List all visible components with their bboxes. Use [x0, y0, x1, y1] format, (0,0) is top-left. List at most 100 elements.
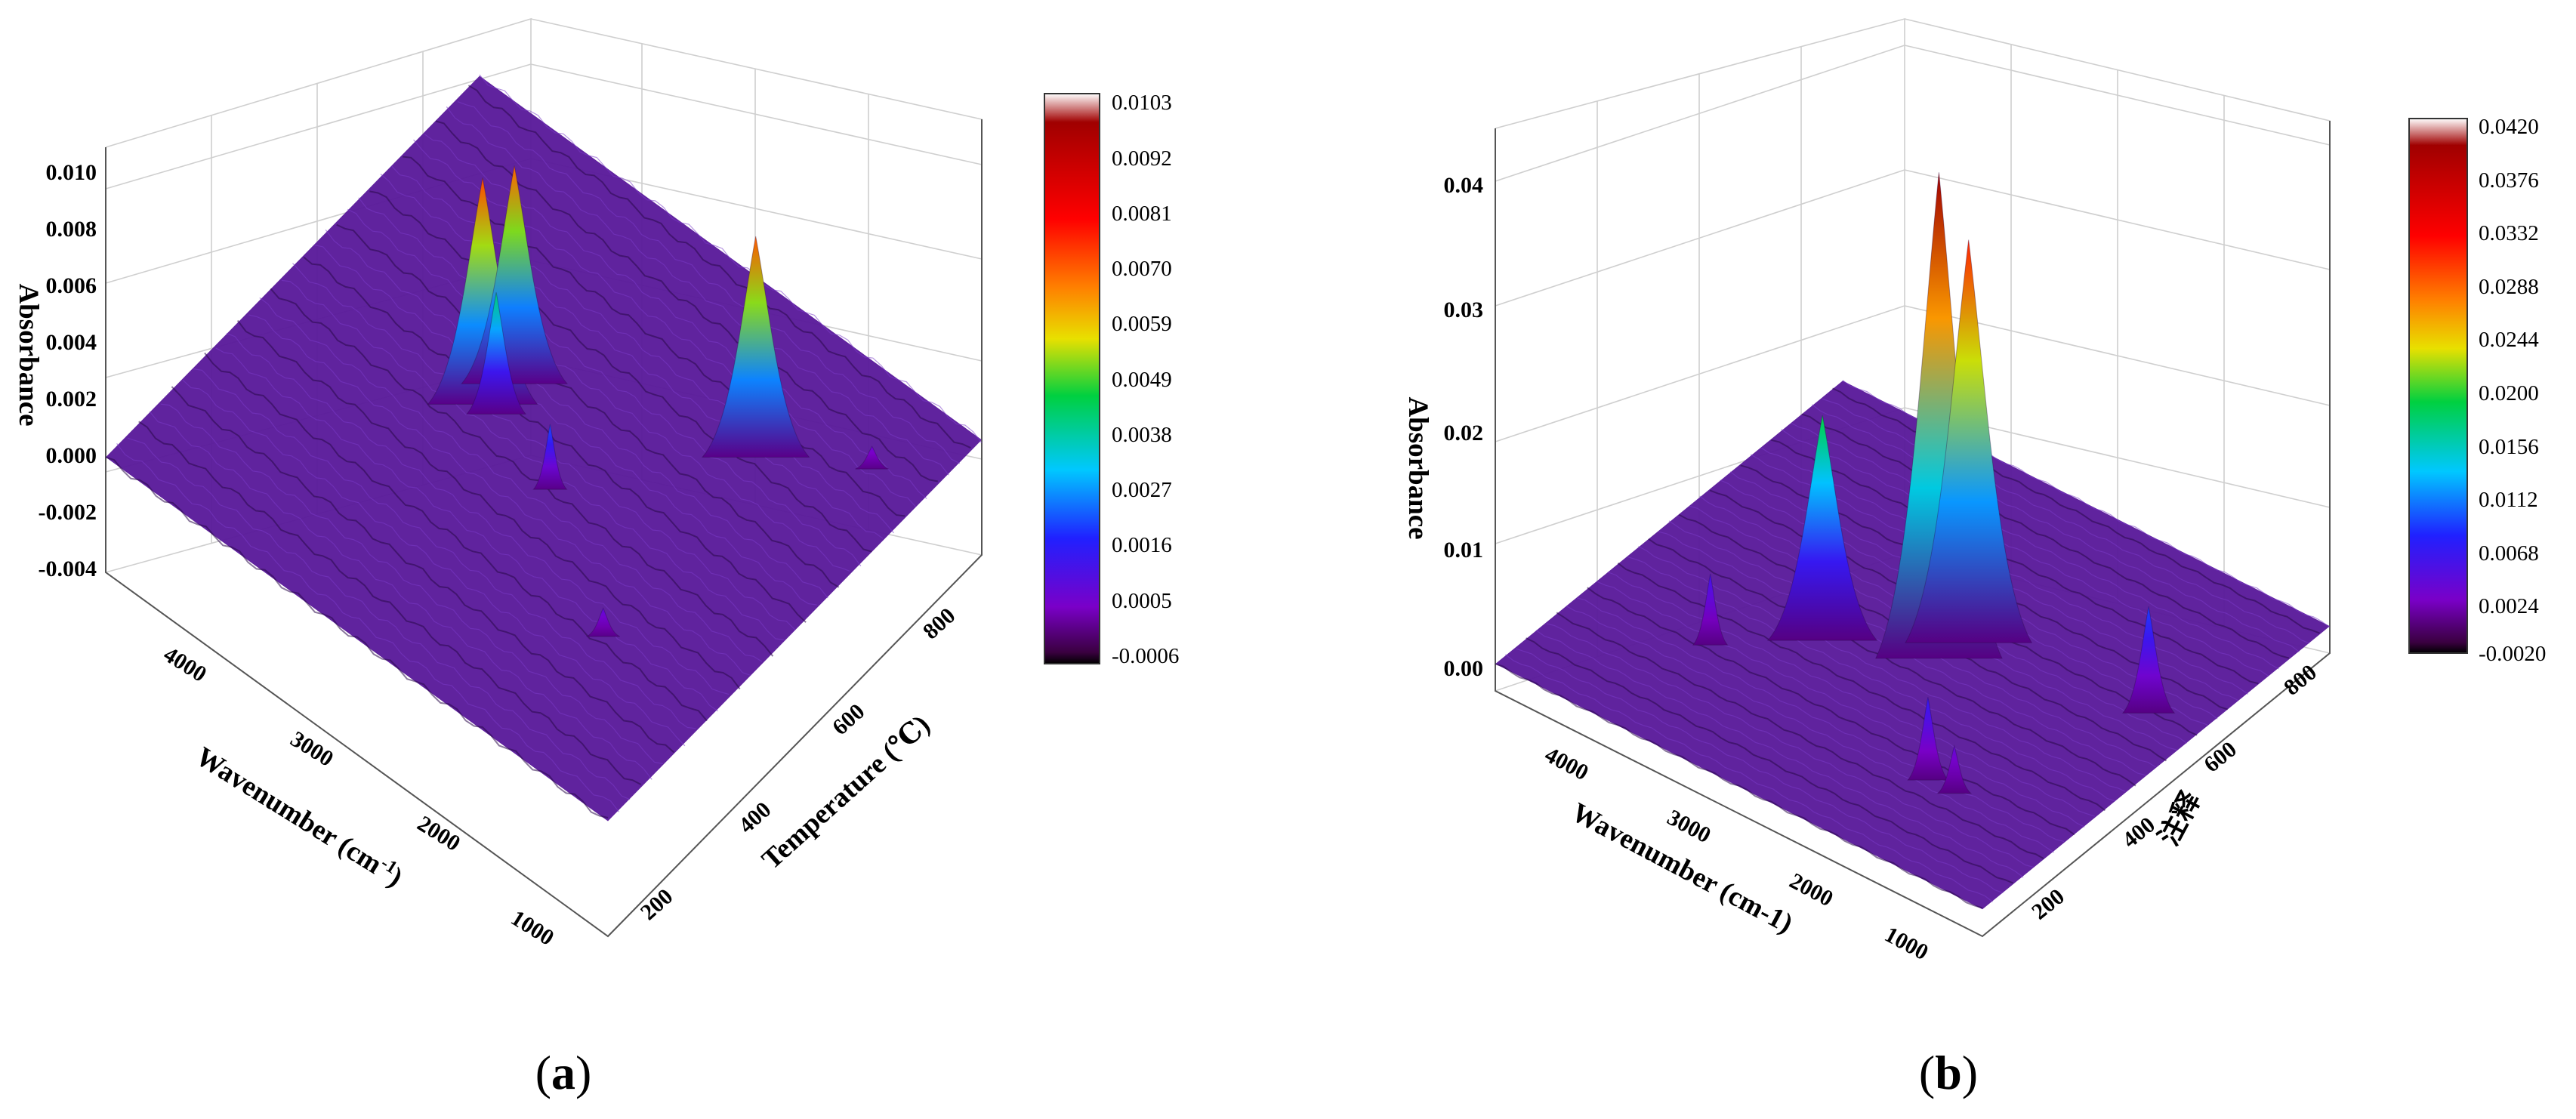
panel-a-z-ticks: -0.004 -0.002 0.000 0.002 0.004 0.006 0.… [39, 160, 97, 581]
panel-a-colorbar-bar [1044, 93, 1100, 664]
surface-ridge-line [413, 139, 917, 507]
panel-b-z-axis-label: Absorbance [1402, 396, 1433, 539]
colorbar-tick: -0.0006 [1112, 644, 1179, 668]
surface-ridge-line [1832, 387, 2320, 634]
surface-peak [855, 445, 889, 470]
surface-ridge-line [127, 437, 631, 800]
colorbar-tick: 0.0081 [1112, 202, 1172, 226]
surface-ridge-line [1617, 563, 2106, 812]
z-tick: 0.002 [46, 387, 97, 412]
surface-ridge-line [160, 403, 663, 765]
colorbar-tick: 0.0244 [2479, 328, 2539, 352]
panel-a: -0.004 -0.002 0.000 0.002 0.004 0.006 0.… [13, 17, 1179, 1099]
panel-a-surface-base [106, 76, 982, 822]
panel-b-colorbar: 0.0420 0.0376 0.0332 0.0288 0.0244 0.020… [2408, 115, 2546, 666]
surface-peak [532, 424, 568, 490]
surface-ridge-line [369, 190, 872, 553]
z-tick: 0.010 [46, 160, 97, 185]
surface-ridge-line [1812, 404, 2300, 652]
z-tick: 0.02 [1444, 421, 1484, 445]
surface-ridge-line [236, 319, 741, 690]
surface-ridge-line [149, 411, 652, 780]
surface-ridge-line [138, 421, 642, 785]
surface-ridge-line [457, 101, 961, 464]
surface-ridge-line [1648, 538, 2136, 787]
panel-a-peaks [427, 165, 889, 637]
colorbar-tick: 0.0200 [2479, 381, 2539, 405]
surface-ridge-line [325, 230, 828, 599]
colorbar-tick: 0.0092 [1112, 146, 1172, 171]
surface-ridge-line [1597, 581, 2085, 828]
panel-a-x-axis-label: Wavenumber (cm-1) [190, 741, 409, 893]
x-tick: 1000 [1880, 922, 1932, 965]
surface-ridge-line [314, 244, 817, 606]
x-tick: 3000 [1663, 805, 1714, 848]
surface-ridge-line [446, 106, 949, 476]
surface-ridge-line [1515, 648, 2004, 894]
surface-ridge-line [479, 74, 983, 443]
y-tick: 800 [918, 603, 961, 645]
colorbar-tick: 0.0376 [2479, 168, 2539, 193]
surface-ridge-line [1546, 623, 2034, 868]
panel-b-colorbar-bar [2408, 118, 2468, 654]
y-tick: 400 [2118, 812, 2160, 853]
surface-ridge-line [1801, 413, 2290, 659]
z-tick: -0.004 [39, 556, 97, 581]
x-tick: 2000 [413, 811, 464, 856]
surface-ridge-line [270, 288, 774, 657]
x-tick: 1000 [507, 905, 558, 951]
z-tick: 0.00 [1444, 656, 1484, 681]
surface-peak [701, 236, 810, 458]
surface-ridge-line [193, 368, 696, 729]
x-tick: 4000 [1541, 742, 1592, 785]
colorbar-tick: 0.0059 [1112, 312, 1172, 336]
z-tick: 0.000 [46, 443, 97, 468]
surface-ridge-line [1638, 546, 2126, 792]
z-tick: 0.006 [46, 273, 97, 298]
surface-ridge-line [1566, 606, 2055, 853]
surface-ridge-line [358, 197, 862, 566]
panel-a-z-axis-label: Absorbance [13, 283, 44, 426]
surface-ridge-line [1526, 637, 2013, 884]
panel-b-y-axis-label: 注释 [2152, 786, 2207, 851]
colorbar-tick: 0.0288 [2479, 275, 2539, 299]
surface-ridge-line [1771, 439, 2259, 685]
surface-peak [461, 165, 569, 384]
y-tick: 200 [636, 884, 678, 926]
surface-peak [1692, 573, 1729, 646]
surface-ridge-line [1577, 597, 2065, 843]
panel-a-gridbox [105, 17, 983, 938]
surface-ridge-line [1505, 654, 1993, 902]
surface-ridge-line [215, 347, 718, 712]
z-tick: 0.01 [1444, 538, 1484, 563]
surface-peak [1936, 744, 1973, 794]
panel-b: 0.00 0.01 0.02 0.03 0.04 Absorbance 4000… [1402, 17, 2546, 1099]
colorbar-tick: 0.0016 [1112, 533, 1172, 557]
colorbar-tick: 0.0068 [2479, 541, 2539, 566]
surface-ridge-line [226, 332, 730, 695]
surface-peak [1907, 697, 1949, 781]
z-tick: 0.004 [46, 330, 97, 355]
surface-ridge-line [281, 279, 784, 640]
colorbar-tick: 0.0070 [1112, 257, 1172, 281]
colorbar-tick: -0.0020 [2479, 642, 2546, 666]
surface-peak [586, 607, 620, 637]
colorbar-tick: 0.0024 [2479, 594, 2539, 618]
panel-a-label: (a) [535, 1046, 592, 1099]
y-tick: 200 [2027, 884, 2069, 925]
surface-ridge-line [1587, 587, 2075, 836]
colorbar-tick: 0.0332 [2479, 221, 2539, 245]
surface-ridge-line [204, 352, 708, 722]
surface-ridge-line [1781, 429, 2269, 677]
colorbar-tick: 0.0420 [2479, 115, 2539, 139]
surface-ridge-line [336, 223, 840, 588]
surface-ridge-line [1556, 612, 2044, 860]
surface-peak [465, 292, 527, 415]
surface-ridge-line [347, 208, 850, 572]
z-tick: 0.008 [46, 217, 97, 242]
y-tick: 600 [2199, 737, 2241, 778]
x-tick: 3000 [286, 726, 338, 772]
surface-ridge-line [105, 456, 609, 818]
surface-ridge-line [1495, 663, 1983, 909]
